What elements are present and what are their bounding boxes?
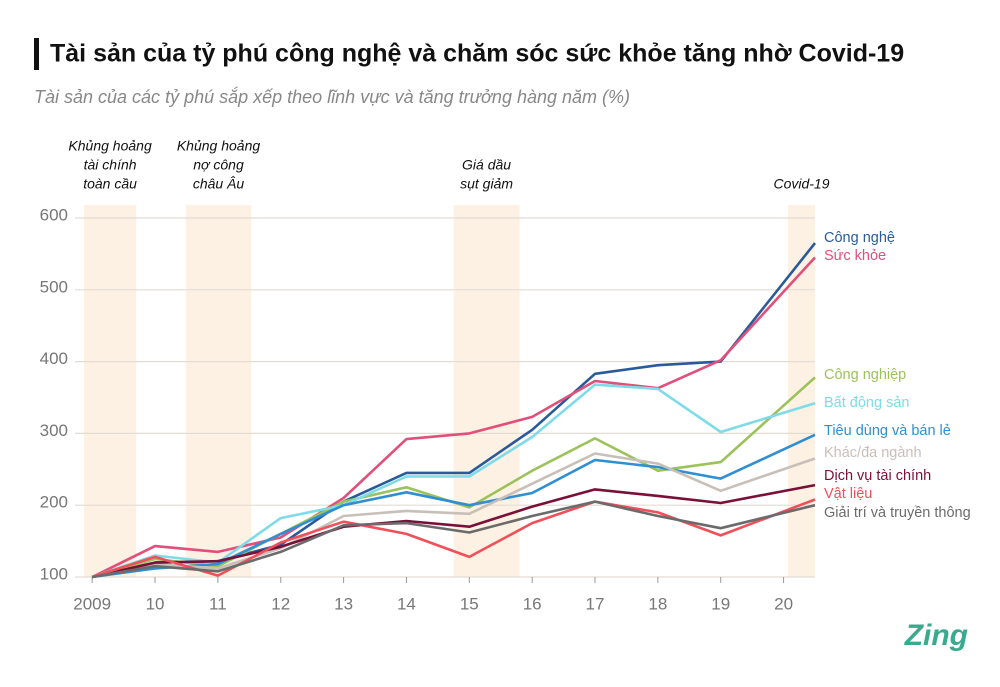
series-line [91,483,816,579]
x-tick-label: 10 [146,594,165,613]
x-tick-label: 11 [209,594,227,613]
series-line [91,498,816,579]
period-label: sụt giảm [460,176,513,192]
x-tick-label: 14 [397,594,416,613]
y-tick-label: 300 [40,421,68,440]
y-tick-label: 400 [40,349,68,368]
series-line [91,500,816,579]
legend-label: Công nghệ [824,230,895,246]
series-line [91,256,816,579]
period-band [185,205,252,577]
period-label: châu Âu [193,176,245,192]
x-tick-label: 18 [648,594,667,613]
period-label: tài chính [84,157,137,173]
x-tick-label: 17 [586,594,605,613]
chart-subtitle: Tài sản của các tỷ phú sắp xếp theo lĩnh… [34,87,630,107]
y-tick-label: 500 [40,277,68,296]
period-label: toàn cầu [83,176,137,192]
period-band [84,205,137,577]
plot: Khủng hoảng tài chính toàn cầu Khủng hoảng n… [40,138,971,614]
x-tick-label: 15 [460,594,479,613]
legend-label: Dịch vụ tài chính [824,468,931,484]
series-line [91,452,816,579]
y-tick-label: 600 [40,205,68,224]
title-bar [34,38,39,70]
legend-label: Công nghiệp [824,367,906,383]
period-label: Khủng hoảng [68,138,152,154]
period-label: Covid-19 [773,176,829,192]
x-tick-label: 20 [774,594,793,613]
y-tick-label: 200 [40,493,68,512]
legend-label: Bất động sản [824,395,909,411]
legend-label: Tiêu dùng và bán lẻ [824,423,951,439]
period-label: Giá dầu [462,157,511,173]
x-tick-label: 16 [523,594,542,613]
y-tick-label: 100 [40,564,68,583]
period-label: Khủng hoảng [177,138,261,154]
logo: Zing [904,619,968,652]
x-tick-label: 19 [711,594,730,613]
x-tick-label: 13 [334,594,353,613]
chart-title: Tài sản của tỷ phú công nghệ và chăm sóc… [50,40,904,68]
legend-label: Khác/đa ngành [824,445,922,461]
legend-label: Vật liệu [824,486,872,502]
legend-label: Sức khỏe [824,248,886,264]
period-label: nợ công [193,157,244,173]
x-tick-label: 12 [271,594,290,613]
x-tick-label: 2009 [73,594,111,613]
legend-label: Giải trí và truyền thông [824,505,971,521]
